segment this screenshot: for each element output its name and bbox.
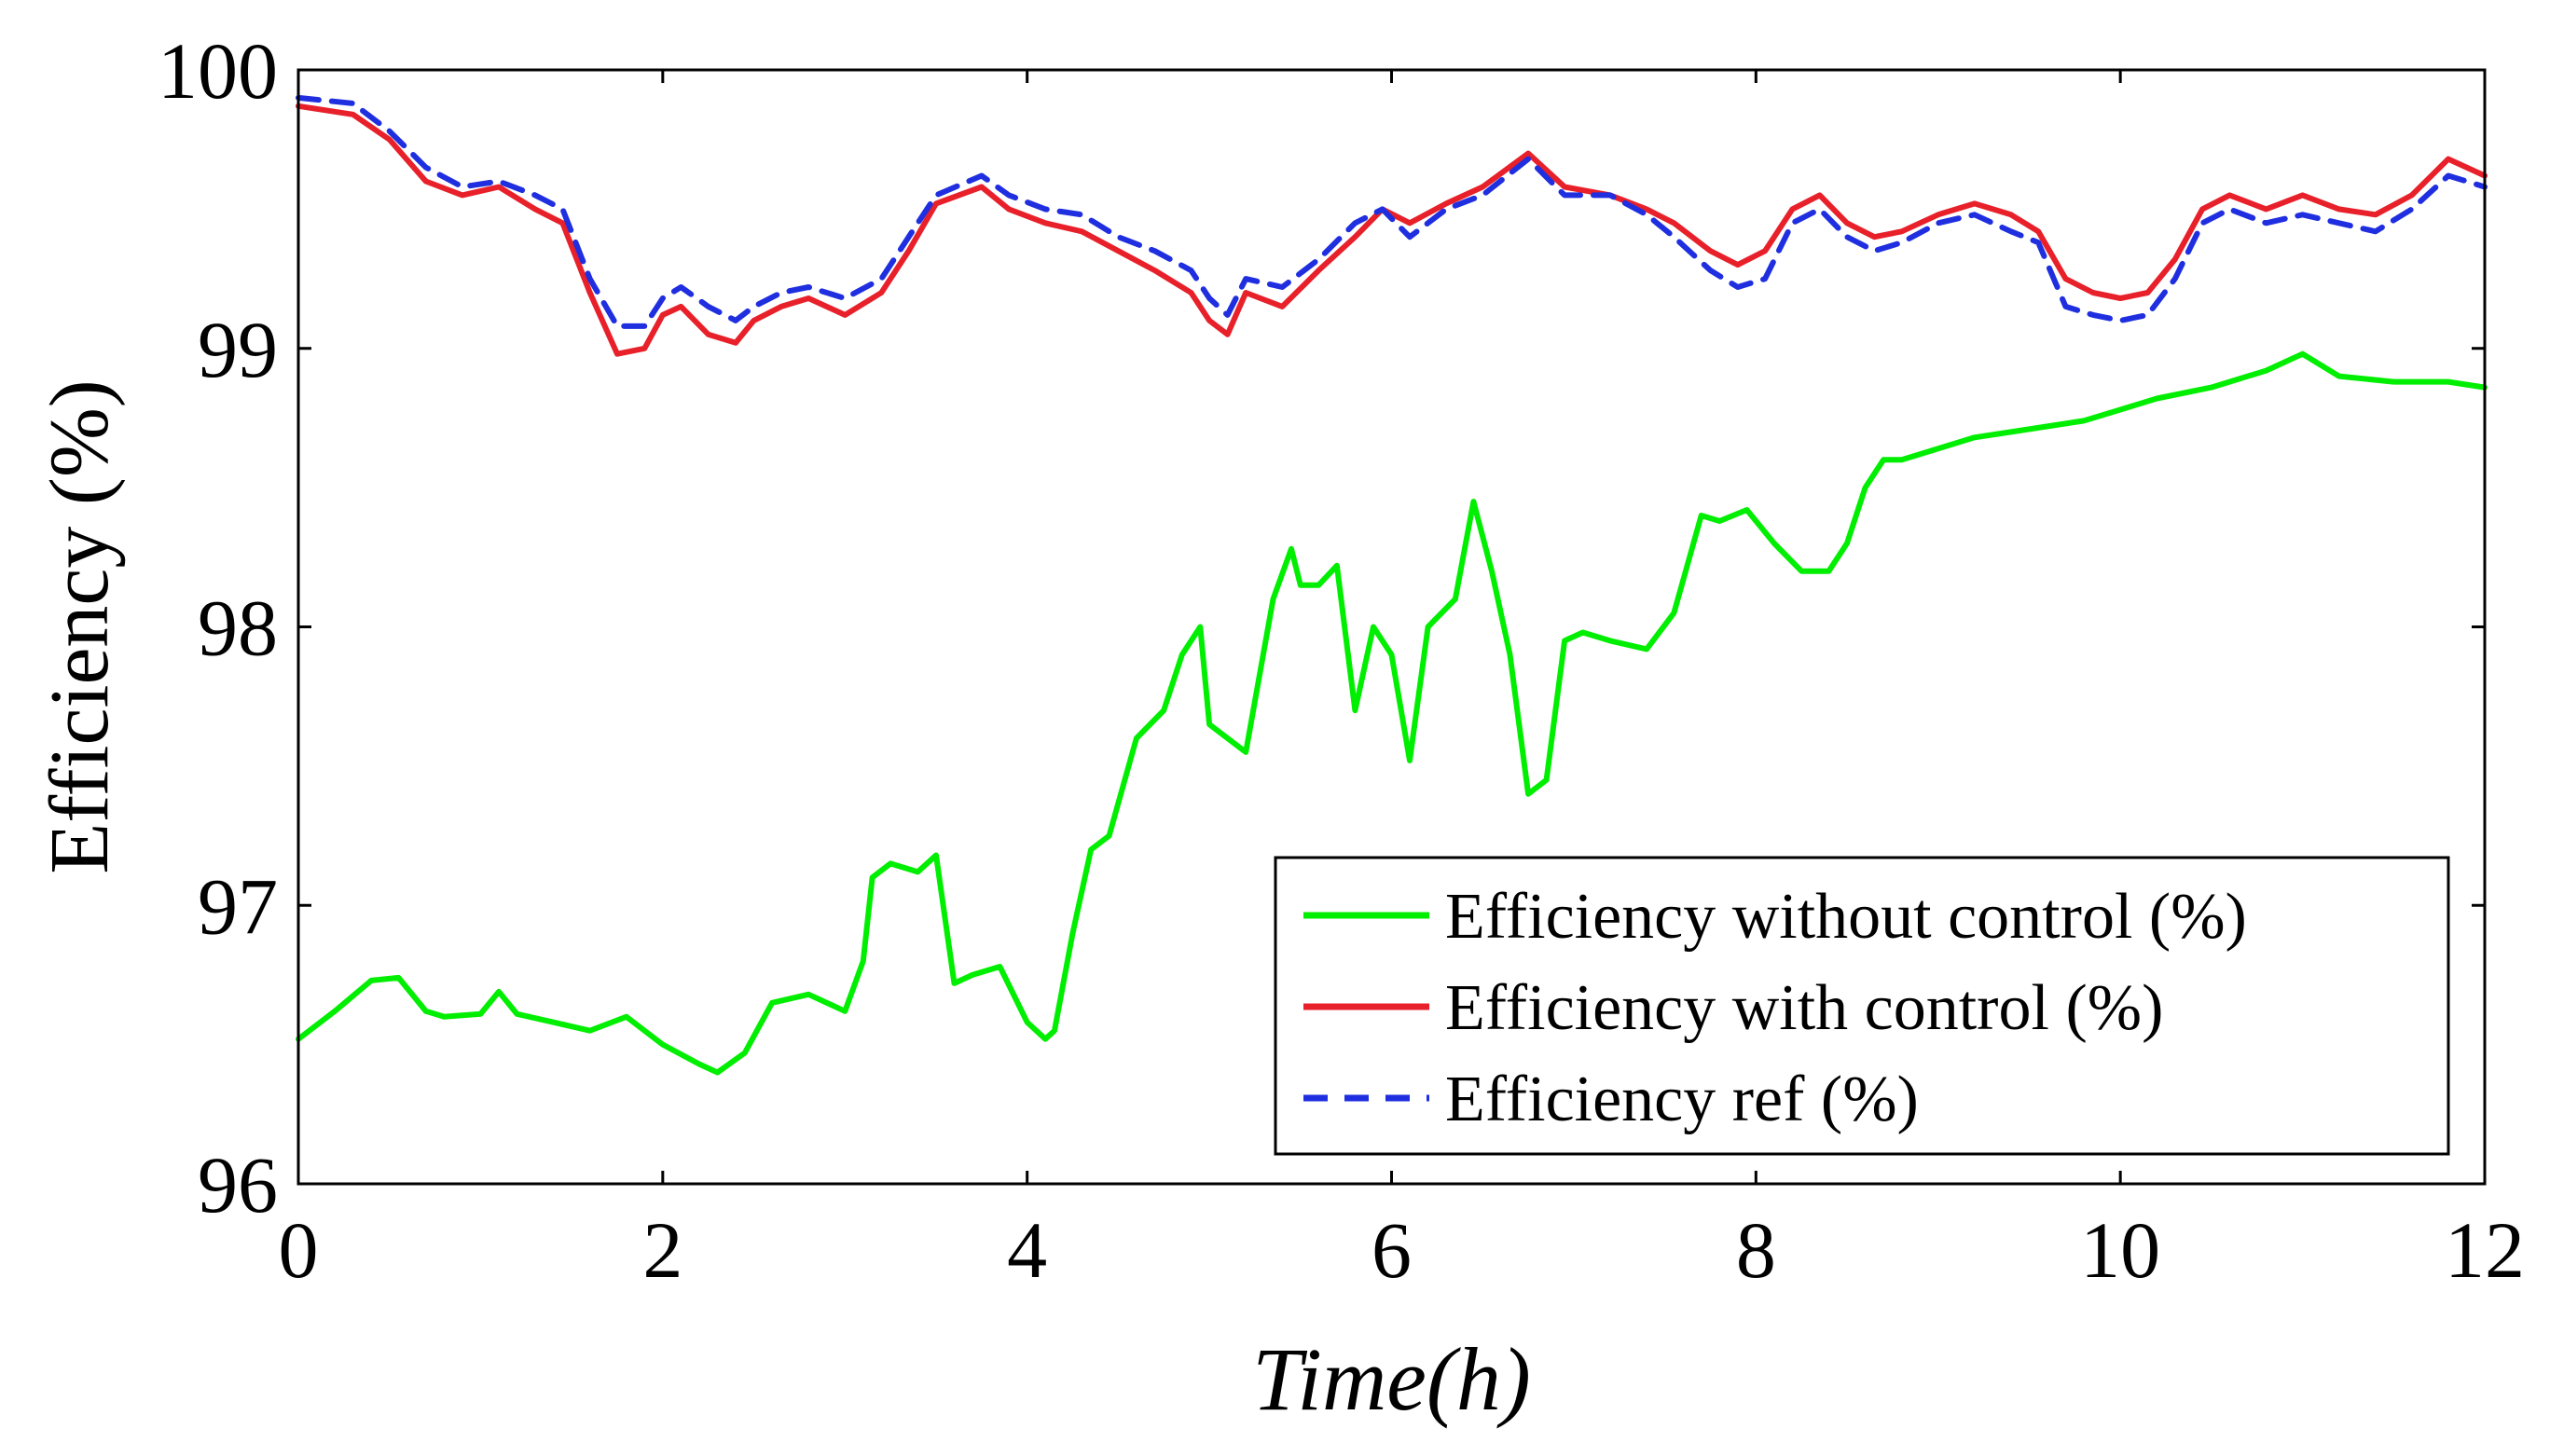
y-tick-label: 96	[198, 1140, 278, 1229]
legend-label-without-control: Efficiency without control (%)	[1445, 881, 2247, 953]
legend-entry-with-control: Efficiency with control (%)	[1303, 972, 2163, 1044]
series-ref	[296, 94, 2488, 329]
legend: Efficiency without control (%) Efficienc…	[1274, 856, 2450, 1156]
y-tick-label: 97	[198, 861, 278, 951]
x-tick-label: 8	[1736, 1205, 1776, 1295]
series-layer	[296, 94, 2488, 1076]
legend-label-ref: Efficiency ref (%)	[1445, 1064, 1919, 1135]
legend-box	[1274, 856, 2450, 1156]
x-tick-label: 4	[1007, 1205, 1047, 1295]
series-without-control	[296, 350, 2488, 1076]
legend-label-with-control: Efficiency with control (%)	[1445, 972, 2163, 1044]
legend-entry-without-control: Efficiency without control (%)	[1303, 881, 2247, 953]
x-tick-label: 12	[2445, 1205, 2525, 1295]
x-tick-label: 6	[1371, 1205, 1412, 1295]
x-tick-label: 2	[642, 1205, 682, 1295]
y-tick-label: 98	[198, 584, 278, 673]
axis-ticks: 0 2 4 6 8 10 12 96 97 98 99 100	[158, 26, 2525, 1295]
x-tick-label: 10	[2080, 1205, 2160, 1295]
x-axis-label: Time(h)	[1252, 1329, 1531, 1429]
legend-entry-ref: Efficiency ref (%)	[1303, 1064, 1919, 1135]
y-tick-label: 99	[198, 305, 278, 394]
series-with-control	[296, 103, 2488, 357]
y-tick-label: 100	[158, 26, 278, 116]
x-tick-label: 0	[279, 1205, 319, 1295]
y-axis-label: Efficiency (%)	[34, 379, 126, 874]
